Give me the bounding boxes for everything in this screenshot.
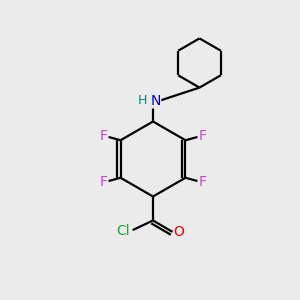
Text: O: O (174, 226, 184, 239)
Text: F: F (99, 129, 107, 143)
Text: F: F (199, 129, 207, 143)
Text: H: H (138, 94, 147, 107)
Text: F: F (199, 175, 207, 189)
Text: Cl: Cl (116, 224, 130, 238)
Text: N: N (150, 94, 161, 108)
Text: F: F (99, 175, 107, 189)
